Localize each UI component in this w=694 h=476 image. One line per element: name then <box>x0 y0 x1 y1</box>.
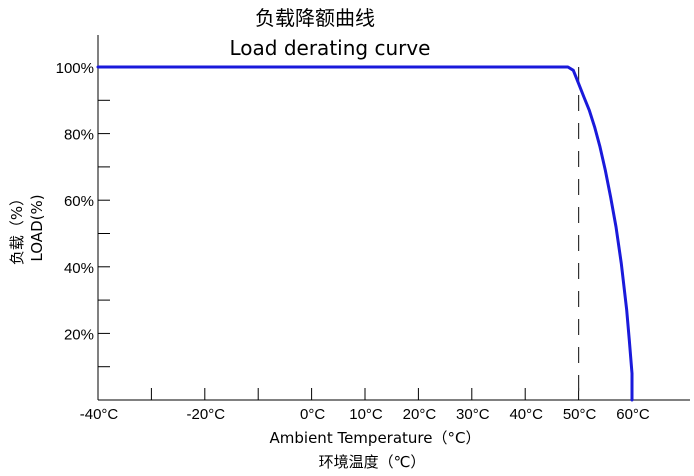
x-tick-label: 30°C <box>456 406 490 423</box>
series-line <box>96 65 634 402</box>
y-tick-label: 80% <box>64 127 94 144</box>
y-tick-label: 40% <box>64 260 94 277</box>
x-axis-label-en: Ambient Temperature（°C） <box>270 429 481 447</box>
y-tick-label: 100% <box>56 60 94 77</box>
x-tick-labels: -40°C -20°C 0°C 10°C 20°C 30°C 40°C 50°C 60°C <box>80 406 650 423</box>
y-tick-labels: 100% 80% 60% 40% 20% <box>56 60 94 343</box>
x-tick-label: 20°C <box>403 406 437 423</box>
x-tick-label: 40°C <box>509 406 543 423</box>
x-tick-label: -20°C <box>187 406 226 423</box>
x-tick-label: 10°C <box>349 406 383 423</box>
y-tick-marks <box>98 66 110 368</box>
x-tick-label: 50°C <box>563 406 597 423</box>
y-axis-label-en: LOAD(%) <box>28 194 46 261</box>
chart-title-en: Load derating curve <box>230 36 431 60</box>
x-axis-label-cn: 环境温度（℃） <box>319 453 426 471</box>
x-tick-marks <box>150 388 633 400</box>
x-tick-label: -40°C <box>80 406 119 423</box>
y-tick-label: 20% <box>64 326 94 343</box>
y-tick-label: 60% <box>64 193 94 210</box>
y-axis-label-cn: 负载（%） <box>8 191 26 265</box>
chart-title-cn: 负载降额曲线 <box>255 6 375 30</box>
x-tick-label: 0°C <box>300 406 325 423</box>
x-tick-label: 60°C <box>616 406 650 423</box>
